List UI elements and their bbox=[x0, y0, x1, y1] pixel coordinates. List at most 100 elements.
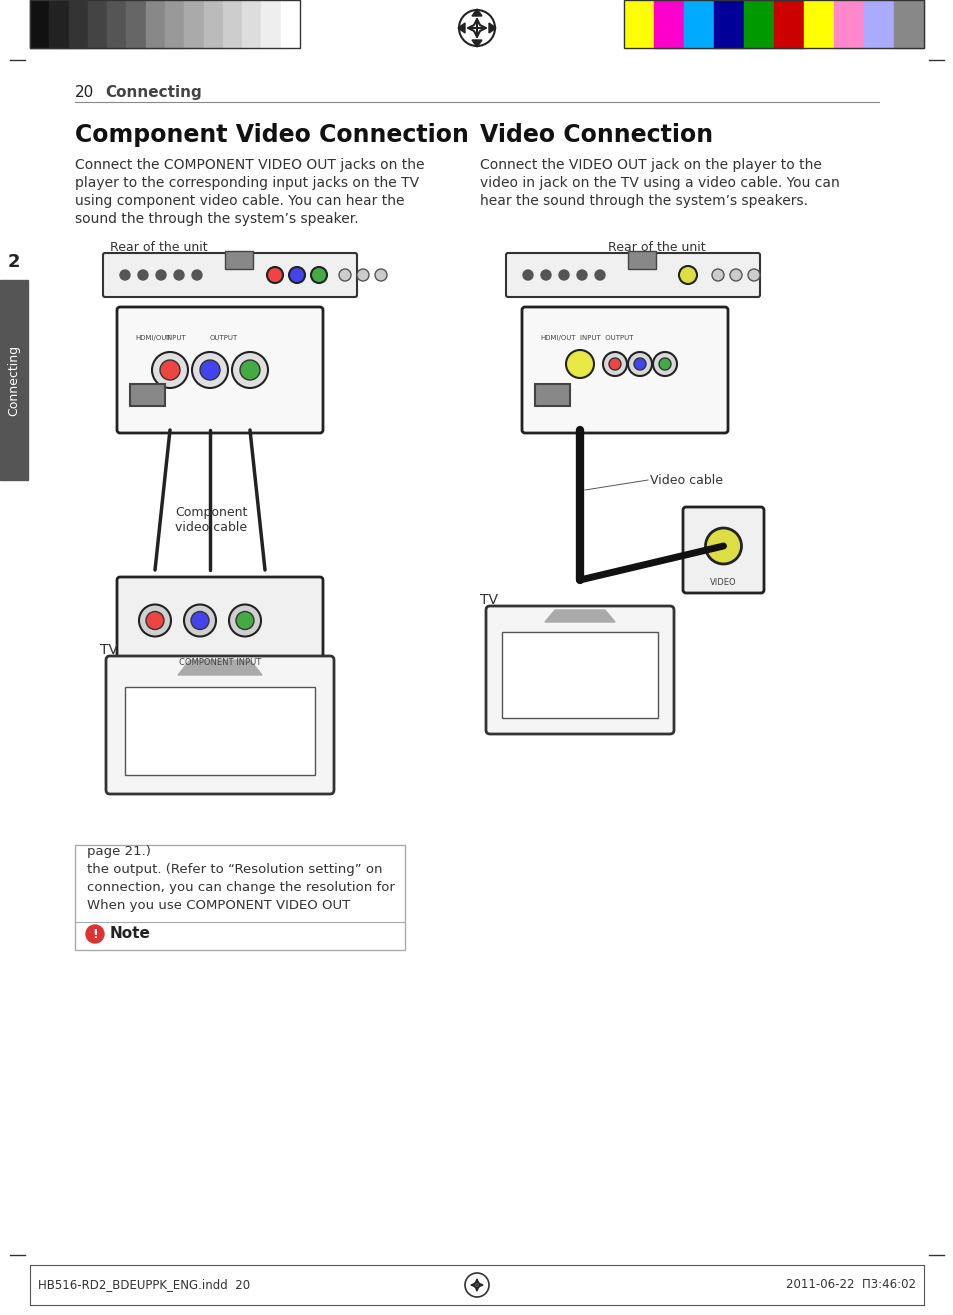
Circle shape bbox=[338, 270, 351, 281]
FancyBboxPatch shape bbox=[117, 577, 323, 673]
FancyBboxPatch shape bbox=[505, 252, 760, 297]
Circle shape bbox=[146, 611, 164, 630]
Circle shape bbox=[747, 270, 760, 281]
Text: connection, you can change the resolution for: connection, you can change the resolutio… bbox=[87, 881, 395, 893]
Text: !: ! bbox=[92, 927, 98, 940]
Circle shape bbox=[627, 352, 651, 376]
Text: INPUT  OUTPUT: INPUT OUTPUT bbox=[579, 335, 633, 341]
Circle shape bbox=[679, 266, 697, 284]
FancyBboxPatch shape bbox=[521, 306, 727, 433]
Bar bbox=[88, 0, 107, 49]
FancyBboxPatch shape bbox=[485, 606, 673, 734]
FancyBboxPatch shape bbox=[117, 306, 323, 433]
Text: 2011-06-22  Π3:46:02: 2011-06-22 Π3:46:02 bbox=[785, 1278, 915, 1291]
Text: OUTPUT: OUTPUT bbox=[210, 335, 238, 341]
Bar bbox=[242, 0, 261, 49]
Circle shape bbox=[522, 270, 533, 280]
Bar bbox=[146, 0, 165, 49]
Bar bbox=[535, 384, 569, 406]
Text: using component video cable. You can hear the: using component video cable. You can hea… bbox=[75, 195, 404, 208]
Bar bbox=[773, 0, 803, 49]
Text: sound the through the system’s speaker.: sound the through the system’s speaker. bbox=[75, 212, 358, 226]
Text: hear the sound through the system’s speakers.: hear the sound through the system’s spea… bbox=[479, 195, 807, 208]
Bar bbox=[30, 0, 299, 49]
Circle shape bbox=[192, 270, 202, 280]
Text: Note: Note bbox=[110, 927, 151, 942]
Text: player to the corresponding input jacks on the TV: player to the corresponding input jacks … bbox=[75, 176, 418, 189]
Bar bbox=[627, 251, 656, 270]
Circle shape bbox=[156, 270, 166, 280]
Text: TV: TV bbox=[479, 593, 497, 608]
Text: Rear of the unit: Rear of the unit bbox=[110, 241, 208, 254]
Text: HDMI/OUT: HDMI/OUT bbox=[135, 335, 171, 341]
Bar bbox=[127, 0, 146, 49]
Text: Rear of the unit: Rear of the unit bbox=[607, 241, 705, 254]
Bar bbox=[654, 0, 683, 49]
Text: page 21.): page 21.) bbox=[87, 844, 151, 857]
Bar bbox=[683, 0, 713, 49]
Bar bbox=[165, 0, 184, 49]
Text: HB516-RD2_BDEUPPK_ENG.indd  20: HB516-RD2_BDEUPPK_ENG.indd 20 bbox=[38, 1278, 250, 1291]
Circle shape bbox=[152, 352, 188, 388]
Bar bbox=[803, 0, 833, 49]
Circle shape bbox=[729, 270, 741, 281]
Circle shape bbox=[659, 358, 670, 370]
Bar bbox=[833, 0, 863, 49]
Text: 20: 20 bbox=[75, 84, 94, 100]
Circle shape bbox=[173, 270, 184, 280]
Circle shape bbox=[705, 529, 740, 564]
Bar bbox=[184, 0, 203, 49]
Bar bbox=[280, 0, 299, 49]
Bar bbox=[30, 0, 50, 49]
Circle shape bbox=[540, 270, 551, 280]
Text: When you use COMPONENT VIDEO OUT: When you use COMPONENT VIDEO OUT bbox=[87, 898, 350, 911]
Text: VIDEO: VIDEO bbox=[709, 577, 736, 586]
Text: 2: 2 bbox=[8, 252, 20, 271]
Circle shape bbox=[602, 352, 626, 376]
Bar bbox=[50, 0, 69, 49]
Text: Connect the VIDEO OUT jack on the player to the: Connect the VIDEO OUT jack on the player… bbox=[479, 158, 821, 172]
Text: video in jack on the TV using a video cable. You can: video in jack on the TV using a video ca… bbox=[479, 176, 839, 189]
Bar bbox=[125, 686, 314, 775]
FancyBboxPatch shape bbox=[682, 508, 763, 593]
Circle shape bbox=[229, 605, 261, 636]
Circle shape bbox=[577, 270, 586, 280]
Circle shape bbox=[184, 605, 215, 636]
Bar bbox=[623, 0, 923, 49]
Text: Video Connection: Video Connection bbox=[479, 124, 713, 147]
Circle shape bbox=[311, 267, 327, 283]
Bar bbox=[713, 0, 743, 49]
Circle shape bbox=[86, 924, 104, 943]
Circle shape bbox=[240, 360, 260, 380]
Circle shape bbox=[235, 611, 253, 630]
Bar bbox=[863, 0, 893, 49]
Circle shape bbox=[191, 611, 209, 630]
Text: TV: TV bbox=[100, 643, 118, 658]
Circle shape bbox=[595, 270, 604, 280]
Polygon shape bbox=[472, 39, 481, 47]
Bar bbox=[0, 280, 28, 480]
Bar bbox=[261, 0, 280, 49]
Text: Video cable: Video cable bbox=[649, 473, 722, 487]
Bar bbox=[69, 0, 88, 49]
Circle shape bbox=[558, 270, 568, 280]
Text: Connecting: Connecting bbox=[8, 345, 20, 416]
Circle shape bbox=[160, 360, 180, 380]
Bar bbox=[743, 0, 773, 49]
Circle shape bbox=[608, 358, 620, 370]
Circle shape bbox=[356, 270, 369, 281]
FancyBboxPatch shape bbox=[103, 252, 356, 297]
Bar bbox=[225, 251, 253, 270]
Circle shape bbox=[289, 267, 305, 283]
Bar bbox=[203, 0, 223, 49]
Text: Connect the COMPONENT VIDEO OUT jacks on the: Connect the COMPONENT VIDEO OUT jacks on… bbox=[75, 158, 424, 172]
Polygon shape bbox=[489, 22, 496, 33]
Bar bbox=[623, 0, 654, 49]
Circle shape bbox=[120, 270, 130, 280]
Polygon shape bbox=[472, 9, 481, 16]
Circle shape bbox=[652, 352, 677, 376]
Polygon shape bbox=[178, 660, 262, 675]
Polygon shape bbox=[457, 22, 464, 33]
Text: HDMI/OUT: HDMI/OUT bbox=[539, 335, 575, 341]
Circle shape bbox=[711, 270, 723, 281]
